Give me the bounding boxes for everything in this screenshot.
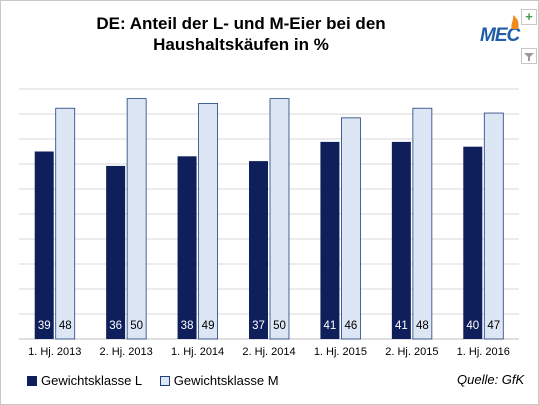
bar-gewichtsklasse-m [126, 98, 147, 340]
data-label: 49 [202, 320, 215, 332]
bar-gewichtsklasse-l [106, 165, 126, 339]
bar-gewichtsklasse-l [249, 161, 268, 339]
data-labels: 39 48 36 50 38 49 37 50 41 46 41 48 40 47 [38, 320, 500, 332]
x-tick-label: 2. Hj. 2013 [100, 346, 153, 358]
data-label: 38 [181, 320, 194, 332]
x-tick-label: 1. Hj. 2014 [171, 346, 224, 358]
legend: Gewichtsklasse L Gewichtsklasse M [27, 372, 293, 388]
legend-item-l: Gewichtsklasse L [27, 373, 142, 388]
bar-gewichtsklasse-m [269, 98, 290, 340]
bar-gewichtsklasse-l [463, 146, 483, 339]
data-label: 46 [345, 320, 358, 332]
data-label: 41 [324, 320, 337, 332]
bar-gewichtsklasse-m [341, 117, 361, 340]
bar-gewichtsklasse-m [198, 103, 218, 340]
data-label: 48 [59, 320, 72, 332]
logo-text: MEC [480, 25, 520, 46]
bar-gewichtsklasse-l [391, 141, 411, 339]
bar-gewichtsklasse-l [320, 141, 340, 339]
x-tick-label: 2. Hj. 2014 [242, 346, 295, 358]
data-label: 48 [416, 320, 429, 332]
mec-logo: MEC [480, 11, 524, 47]
data-label: 50 [273, 320, 286, 332]
data-label: 40 [466, 320, 479, 332]
bar-gewichtsklasse-l [34, 151, 54, 339]
x-tick-label: 1. Hj. 2013 [28, 346, 81, 358]
legend-label-l: Gewichtsklasse L [41, 373, 143, 389]
gridlines [19, 88, 519, 340]
data-label: 50 [130, 320, 143, 332]
legend-item-m: Gewichtsklasse M [159, 373, 279, 389]
flame-icon [511, 15, 519, 29]
bar-gewichtsklasse-m [483, 112, 504, 340]
chart-title: DE: Anteil der L- und M-Eier bei den Hau… [96, 14, 386, 54]
bars [34, 98, 504, 340]
add-chart-element-button[interactable]: + [521, 9, 537, 25]
x-tick-label: 1. Hj. 2016 [457, 346, 510, 358]
data-label: 36 [109, 320, 122, 332]
x-tick-label: 1. Hj. 2015 [314, 346, 367, 358]
legend-swatch-m [159, 376, 170, 387]
data-label: 41 [395, 320, 408, 332]
filter-icon [524, 52, 534, 61]
bar-gewichtsklasse-m [55, 107, 76, 340]
legend-label-m: Gewichtsklasse M [173, 373, 279, 389]
chart-filter-button[interactable] [521, 48, 537, 64]
data-label: 47 [487, 320, 500, 332]
bar-gewichtsklasse-m [412, 107, 433, 340]
source-note: Quelle: GfK [457, 372, 525, 387]
x-tick-label: 2. Hj. 2015 [385, 346, 438, 358]
data-label: 39 [38, 320, 51, 332]
bar-gewichtsklasse-l [177, 156, 197, 339]
x-tick-labels: 1. Hj. 2013 2. Hj. 2013 1. Hj. 2014 2. Hj. … [28, 346, 510, 358]
legend-swatch-l [27, 376, 37, 387]
data-label: 37 [252, 320, 265, 332]
